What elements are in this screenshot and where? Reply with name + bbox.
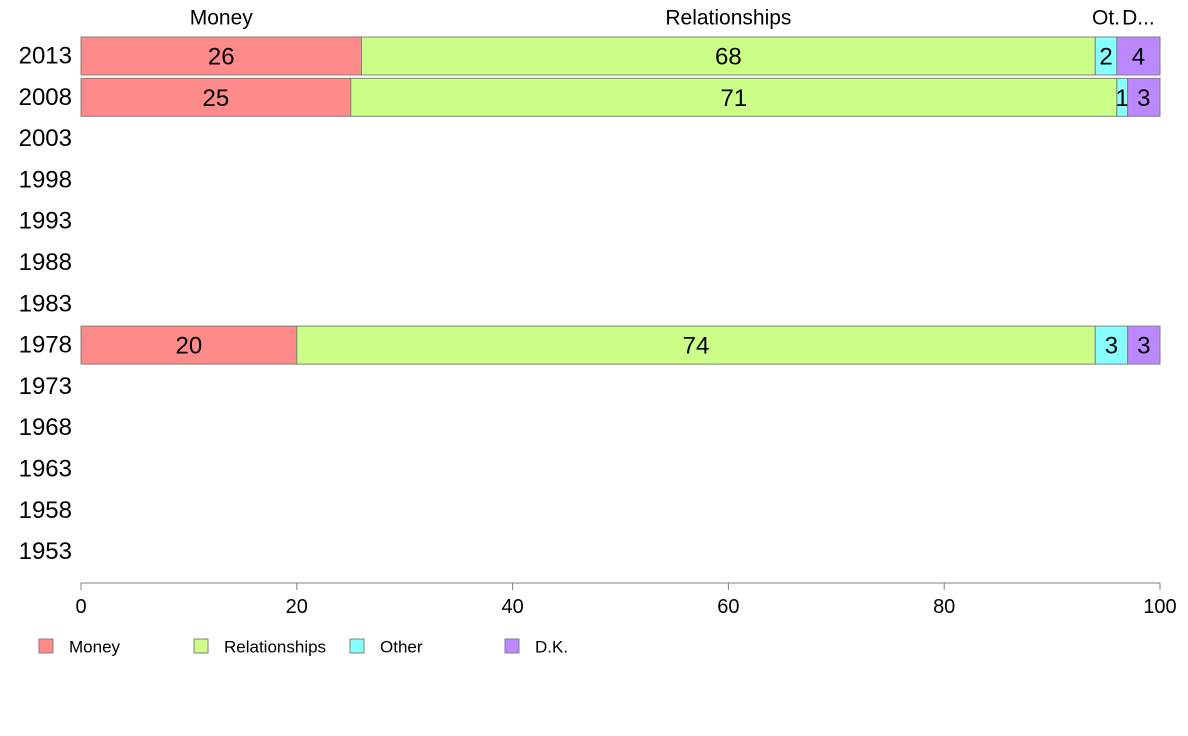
column-header-0: Money <box>190 7 254 30</box>
bar-1978-relationships <box>296 325 1096 365</box>
year-label-1953: 1953 <box>19 538 72 565</box>
bar-2013-relationships <box>361 36 1096 76</box>
year-label-2003: 2003 <box>19 125 72 152</box>
bar-2013-money <box>80 36 363 76</box>
value-label-1978-3: 3 <box>1137 333 1150 360</box>
year-label-1998: 1998 <box>19 166 72 193</box>
value-label-2013-3: 4 <box>1132 44 1145 71</box>
value-label-2013-1: 68 <box>715 44 742 71</box>
year-label-1958: 1958 <box>19 497 72 524</box>
legend-swatch-1 <box>193 638 209 654</box>
x-tick-label-100: 100 <box>1143 596 1176 618</box>
bar-2013-dk <box>1116 36 1161 76</box>
bar-1978-dk <box>1127 325 1161 365</box>
x-tick-label-40: 40 <box>501 596 523 618</box>
legend-swatch-2 <box>349 638 365 654</box>
year-label-1988: 1988 <box>19 249 72 276</box>
bar-2008-relationships <box>350 77 1118 117</box>
value-label-1978-1: 74 <box>683 333 710 360</box>
x-tick-label-80: 80 <box>933 596 955 618</box>
value-label-2013-2: 2 <box>1099 44 1112 71</box>
column-header-1: Relationships <box>665 7 791 30</box>
value-label-2008-1: 71 <box>720 85 747 112</box>
year-label-1968: 1968 <box>19 414 72 441</box>
legend-label-3: D.K. <box>535 638 568 657</box>
legend-swatch-0 <box>38 638 54 654</box>
year-label-2013: 2013 <box>19 43 72 70</box>
year-label-1963: 1963 <box>19 456 72 483</box>
x-tick-label-0: 0 <box>75 596 86 618</box>
column-header-3: D... <box>1122 7 1155 30</box>
x-tick-label-20: 20 <box>286 596 308 618</box>
legend: Money Relationships Other D.K. <box>38 638 568 657</box>
legend-label-2: Other <box>380 638 423 657</box>
column-headers: Money Relationships Ot. D... <box>190 7 1155 30</box>
year-label-2008: 2008 <box>19 84 72 111</box>
column-header-2: Ot. <box>1092 7 1120 30</box>
year-label-1993: 1993 <box>19 208 72 235</box>
year-label-1983: 1983 <box>19 290 72 317</box>
value-label-1978-2: 3 <box>1105 333 1118 360</box>
value-label-2008-3: 3 <box>1137 85 1150 112</box>
x-tick-label-60: 60 <box>717 596 739 618</box>
bars: 26 68 2 425 71 1 320 74 3 3 <box>80 36 1161 365</box>
legend-swatch-3 <box>504 638 520 654</box>
value-label-2013-0: 26 <box>208 44 235 71</box>
bar-2008-dk <box>1127 77 1161 117</box>
legend-label-1: Relationships <box>224 638 326 657</box>
x-axis: 0 20 40 60 80 100 <box>75 582 1177 618</box>
year-label-1978: 1978 <box>19 332 72 359</box>
year-label-1973: 1973 <box>19 373 72 400</box>
year-axis-labels: 2013 2008 2003 1998 1993 1988 1983 1978 1973 1968… <box>19 43 72 566</box>
value-label-2008-2: 1 <box>1116 85 1129 112</box>
bar-1978-money <box>80 325 298 365</box>
legend-label-0: Money <box>69 638 121 657</box>
value-label-1978-0: 20 <box>176 333 203 360</box>
bar-2008-money <box>80 77 352 117</box>
value-label-2008-0: 25 <box>203 85 230 112</box>
